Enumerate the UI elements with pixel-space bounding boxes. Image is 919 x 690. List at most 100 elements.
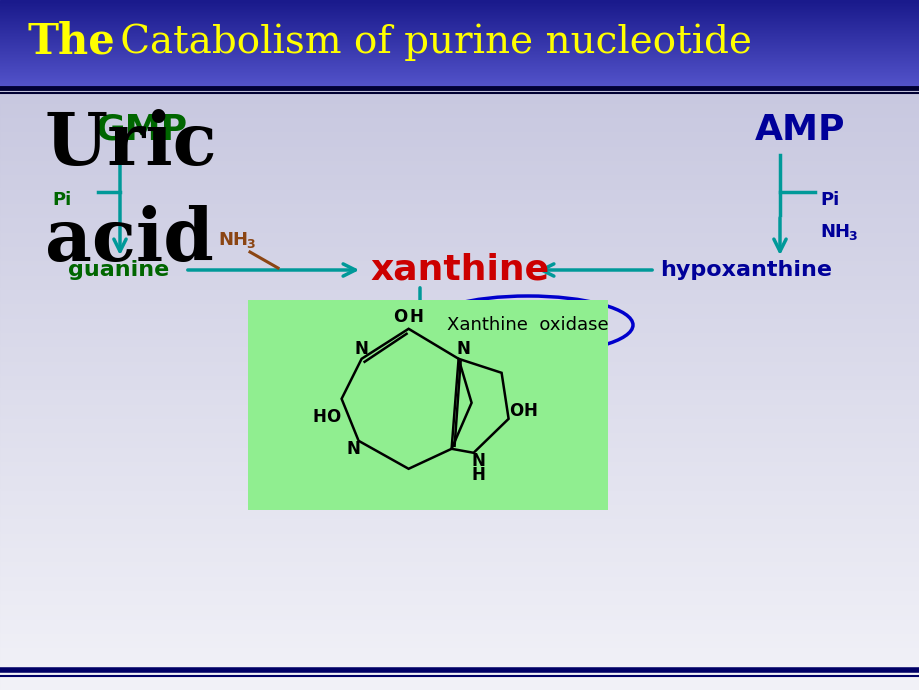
- Bar: [0, 428, 919, 429]
- Bar: [0, 397, 919, 398]
- Bar: [0, 236, 919, 237]
- Bar: [0, 92, 919, 93]
- Bar: [0, 355, 919, 356]
- Bar: [0, 633, 919, 634]
- Bar: [0, 189, 919, 190]
- Bar: [0, 520, 919, 521]
- Bar: [0, 488, 919, 489]
- Bar: [0, 36, 919, 37]
- Bar: [0, 415, 919, 416]
- Bar: [0, 446, 919, 447]
- Bar: [0, 193, 919, 194]
- Text: NH: NH: [218, 231, 248, 249]
- Bar: [0, 658, 919, 659]
- Bar: [0, 657, 919, 658]
- Bar: [0, 492, 919, 493]
- Bar: [0, 668, 919, 669]
- Bar: [0, 441, 919, 442]
- Bar: [0, 671, 919, 672]
- Bar: [0, 234, 919, 235]
- Bar: [0, 93, 919, 94]
- Bar: [0, 227, 919, 228]
- Bar: [0, 653, 919, 654]
- Bar: [0, 131, 919, 132]
- Bar: [0, 651, 919, 652]
- Bar: [0, 100, 919, 101]
- Bar: [0, 524, 919, 525]
- Bar: [0, 564, 919, 565]
- Bar: [0, 503, 919, 504]
- Bar: [0, 504, 919, 505]
- Bar: [0, 122, 919, 123]
- Bar: [0, 165, 919, 166]
- Bar: [0, 241, 919, 242]
- Bar: [0, 59, 919, 60]
- Bar: [0, 27, 919, 28]
- Bar: [0, 545, 919, 546]
- Bar: [0, 82, 919, 83]
- Bar: [0, 322, 919, 323]
- Bar: [0, 465, 919, 466]
- Bar: [0, 490, 919, 491]
- Bar: [0, 105, 919, 106]
- Bar: [0, 641, 919, 642]
- Bar: [0, 395, 919, 396]
- Bar: [0, 155, 919, 156]
- Bar: [0, 636, 919, 637]
- Bar: [0, 206, 919, 207]
- Bar: [0, 25, 919, 26]
- Text: guanine: guanine: [68, 260, 169, 280]
- Bar: [0, 457, 919, 458]
- Bar: [0, 685, 919, 686]
- Bar: [0, 172, 919, 173]
- Bar: [0, 267, 919, 268]
- Bar: [0, 413, 919, 414]
- Bar: [0, 120, 919, 121]
- Bar: [0, 280, 919, 281]
- Bar: [0, 687, 919, 688]
- Bar: [0, 153, 919, 154]
- Bar: [0, 10, 919, 11]
- Bar: [0, 450, 919, 451]
- Bar: [0, 577, 919, 578]
- Bar: [0, 259, 919, 260]
- Bar: [0, 399, 919, 400]
- Bar: [0, 640, 919, 641]
- Bar: [0, 4, 919, 5]
- Bar: [0, 346, 919, 347]
- Bar: [0, 341, 919, 342]
- Bar: [0, 386, 919, 387]
- Bar: [0, 50, 919, 51]
- Bar: [0, 407, 919, 408]
- Bar: [0, 516, 919, 517]
- Bar: [0, 614, 919, 615]
- Bar: [0, 79, 919, 80]
- Bar: [0, 402, 919, 403]
- Bar: [0, 555, 919, 556]
- Bar: [0, 75, 919, 76]
- Bar: [0, 579, 919, 580]
- Bar: [0, 85, 919, 86]
- Bar: [0, 608, 919, 609]
- Bar: [0, 164, 919, 165]
- Bar: [0, 585, 919, 586]
- Bar: [0, 70, 919, 71]
- Bar: [0, 548, 919, 549]
- Bar: [0, 684, 919, 685]
- Bar: [0, 78, 919, 79]
- Bar: [0, 549, 919, 550]
- Bar: [0, 162, 919, 163]
- Text: xanthine: xanthine: [369, 253, 549, 287]
- Bar: [0, 319, 919, 320]
- Bar: [0, 170, 919, 171]
- Bar: [0, 360, 919, 361]
- Bar: [0, 263, 919, 264]
- Bar: [0, 505, 919, 506]
- Bar: [0, 104, 919, 105]
- Bar: [0, 559, 919, 560]
- Bar: [0, 238, 919, 239]
- Bar: [0, 660, 919, 661]
- Bar: [0, 111, 919, 112]
- Text: H: H: [471, 466, 485, 484]
- Bar: [0, 353, 919, 354]
